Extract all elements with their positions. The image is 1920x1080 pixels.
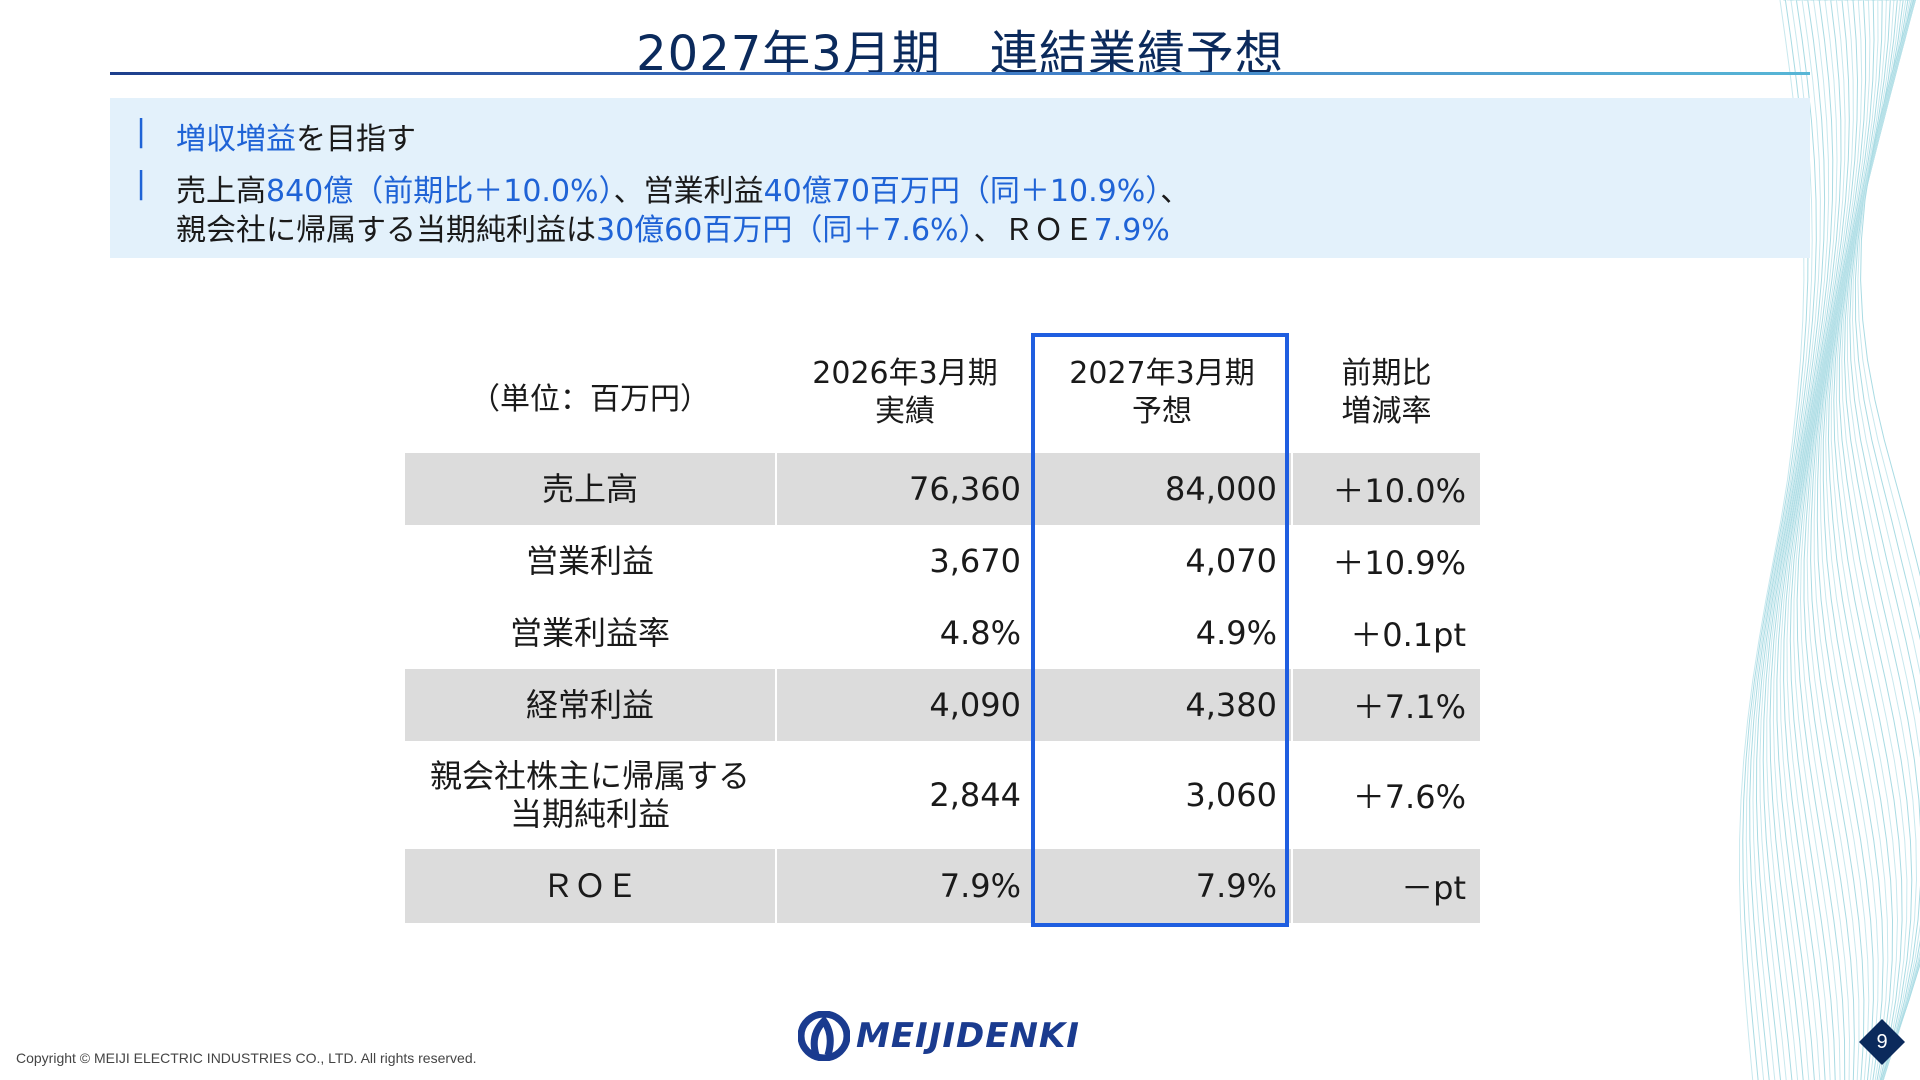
table-row: 経常利益 4,090 4,380 ＋7.1% [405,669,1480,741]
header-chg: 前期比 増減率 [1293,355,1480,431]
table-row: 営業利益 3,670 4,070 ＋10.9% [405,525,1480,597]
header-chg-line1: 前期比 [1341,356,1432,391]
summary-text: を目指す [296,122,416,157]
company-logo: MEIJIDENKI [798,1010,1080,1062]
value-forecast: 4.9% [1195,614,1277,652]
row-label: 売上高 [405,453,775,525]
table-row: 営業利益率 4.8% 4.9% ＋0.1pt [405,597,1480,669]
value-change: ＋10.9% [1332,544,1466,582]
summary-highlight: 7.9% [1093,213,1170,248]
header-curr: 2027年3月期 予想 [1033,355,1291,431]
summary-text: 、 [1160,174,1191,209]
summary-highlight: 840億（前期比＋10.0%） [266,174,614,209]
row-label: 営業利益 [405,525,775,597]
value-prev: 76,360 [777,453,1033,525]
page-number: 9 [1858,1018,1906,1066]
summary-text: 売上高 [176,174,266,209]
summary-text: 、営業利益 [613,174,764,209]
row-label: ＲＯＥ [405,849,775,923]
header-curr-line2: 予想 [1132,394,1192,429]
row-label-line: 当期純利益 [509,795,670,833]
table-row: ＲＯＥ 7.9% 7.9% －pt [405,849,1480,923]
row-label-line: 親会社株主に帰属する [429,757,750,795]
value-prev: 3,670 [929,542,1021,580]
value-change: ＋7.1% [1293,669,1480,741]
row-label-line: ＲＯＥ [541,867,638,905]
logo-text: MEIJIDENKI [856,1016,1080,1056]
value-forecast: 3,060 [1185,776,1277,814]
header-prev: 2026年3月期 実績 [777,355,1033,431]
unit-label: （単位：百万円） [470,382,710,417]
header-chg-line2: 増減率 [1341,394,1432,429]
value-change: －pt [1293,849,1480,923]
value-change: ＋7.6% [1352,778,1466,816]
summary-box: | 増収増益を目指す | 売上高840億（前期比＋10.0%）、営業利益40億7… [110,98,1810,258]
header-prev-line2: 実績 [875,394,935,429]
summary-line-2: 売上高840億（前期比＋10.0%）、営業利益40億70百万円（同＋10.9%）… [176,166,1190,210]
row-label: 経常利益 [405,669,775,741]
value-forecast: 7.9% [1033,849,1291,923]
page-number-text: 9 [1876,1030,1888,1053]
summary-text: 親会社に帰属する当期純利益は [176,213,596,248]
row-label-line: 売上高 [541,470,638,508]
copyright-text: Copyright © MEIJI ELECTRIC INDUSTRIES CO… [16,1050,477,1066]
summary-highlight: 30億60百万円（同＋7.6%） [596,213,974,248]
summary-highlight: 40億70百万円（同＋10.9%） [763,174,1161,209]
value-prev: 7.9% [777,849,1033,923]
row-label-line: 営業利益率 [509,614,670,652]
table-row: 売上高 76,360 84,000 ＋10.0% [405,453,1480,525]
value-change: ＋0.1pt [1350,616,1466,654]
header-curr-line1: 2027年3月期 [1069,356,1255,391]
row-label: 営業利益率 [405,597,775,669]
value-prev: 4.8% [939,614,1021,652]
value-forecast: 4,070 [1185,542,1277,580]
bullet-bar: | [136,114,147,149]
row-label-line: 経常利益 [525,686,654,724]
row-label-line: 営業利益 [525,542,654,580]
value-prev: 4,090 [777,669,1033,741]
header-prev-line1: 2026年3月期 [812,356,998,391]
summary-line-3: 親会社に帰属する当期純利益は30億60百万円（同＋7.6%）、ＲＯＥ7.9% [176,205,1170,249]
summary-highlight: 増収増益 [176,122,296,157]
value-forecast: 84,000 [1033,453,1291,525]
table-row: 親会社株主に帰属する 当期純利益 2,844 3,060 ＋7.6% [405,741,1480,849]
row-label: 親会社株主に帰属する 当期純利益 [405,741,775,849]
value-forecast: 4,380 [1033,669,1291,741]
diamond-icon [1859,1019,1905,1065]
bullet-bar: | [136,166,147,201]
value-change: ＋10.0% [1293,453,1480,525]
value-prev: 2,844 [929,776,1021,814]
summary-line-1: 増収増益を目指す [176,114,416,158]
summary-text: 、ＲＯＥ [973,213,1094,248]
title-underline [110,72,1810,75]
logo-mark-icon [798,1011,850,1061]
